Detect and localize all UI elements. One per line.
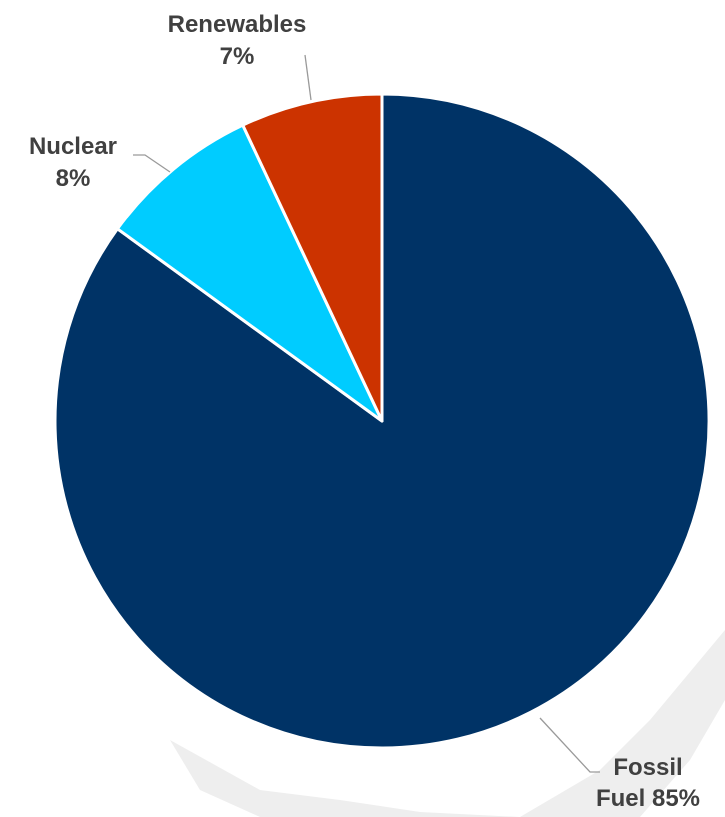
data-label-fossil-fuel-line2: Fuel 85% bbox=[596, 785, 700, 812]
data-labels: Fossil Fuel 85% Nuclear 8% Renewables 7% bbox=[29, 11, 700, 812]
leader-line-fossil-fuel bbox=[539, 717, 600, 773]
data-label-renewables-line2: 7% bbox=[220, 43, 255, 70]
pie-slice-nuclear bbox=[115, 123, 384, 423]
pie-slice-renewables bbox=[241, 92, 384, 423]
data-label-nuclear-line1: Nuclear bbox=[29, 133, 117, 160]
data-label-fossil-fuel-line1: Fossil bbox=[613, 754, 682, 781]
background-map-decoration bbox=[170, 630, 725, 817]
data-label-renewables-line1: Renewables bbox=[168, 11, 307, 38]
leader-lines bbox=[133, 54, 600, 773]
leader-line-renewables bbox=[304, 54, 312, 101]
pie-slices bbox=[53, 92, 711, 750]
data-label-nuclear-line2: 8% bbox=[56, 165, 91, 192]
leader-line-nuclear bbox=[133, 154, 171, 173]
